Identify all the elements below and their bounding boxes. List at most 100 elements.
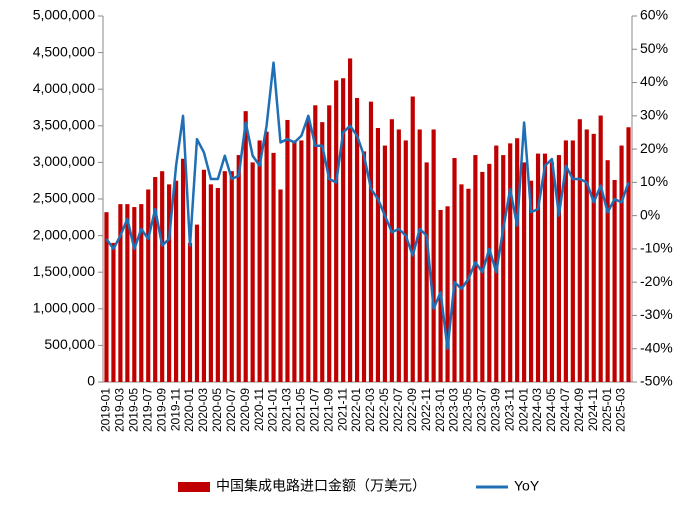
y-tick-label: 2,500,000 [33,190,95,206]
x-tick-label: 2024-09 [572,388,586,432]
bar [208,184,213,382]
bar [299,140,304,382]
x-tick-label: 2023-03 [447,388,461,432]
x-tick-label: 2024-05 [544,388,558,432]
bar [375,127,381,382]
bar [285,119,290,382]
x-tick-label: 2022-11 [419,388,433,431]
bar [153,177,158,382]
y-tick-label: 5,000,000 [33,7,95,23]
bar [563,140,568,382]
x-tick-label: 2021-09 [321,388,335,432]
bar [271,152,276,382]
bar [236,155,241,382]
bar [473,155,478,382]
bar [598,115,603,382]
x-tick-label: 2024-01 [516,388,530,432]
y-tick-label: 1,000,000 [33,300,95,316]
line [105,61,630,350]
y2-tick-label: 10% [640,173,668,189]
y-tick-label: 4,500,000 [33,43,95,59]
bar [139,204,144,382]
legend-swatch [178,482,210,492]
bar [410,96,415,383]
x-tick-label: 2021-05 [294,388,308,432]
bar [591,133,596,382]
y-tick-label: 4,000,000 [33,80,95,96]
bar [368,101,374,383]
y2-tick-label: 50% [640,40,668,56]
bar [605,160,610,382]
bar [201,169,207,382]
bar [403,140,408,382]
y2-tick-label: -20% [640,273,673,289]
x-tick-label: 2020-03 [196,388,210,432]
bar [570,140,575,382]
bar [528,180,534,382]
bar [348,58,353,383]
bar [417,129,422,382]
x-tick-label: 2020-11 [252,388,266,431]
legend-label: YoY [514,478,540,494]
x-tick-label: 2019-09 [154,388,168,432]
bar [626,127,631,382]
bar [515,138,520,382]
y2-tick-label: -30% [640,306,673,322]
legend-label: 中国集成电路进口金额（万美元） [216,478,426,494]
bar [487,163,492,382]
bar [173,180,179,382]
bar [431,129,436,382]
y2-tick-label: -50% [640,373,673,389]
x-tick-label: 2023-11 [502,388,516,431]
bar [424,162,429,382]
y-tick-label: 3,000,000 [33,153,95,169]
bar [556,155,562,382]
bar [466,188,471,382]
bar [278,189,283,382]
bar [250,162,255,382]
y2-tick-label: 30% [640,107,668,123]
bar [320,122,325,382]
bar [292,140,297,382]
x-tick-label: 2021-03 [280,388,294,432]
y-tick-label: 0 [87,373,95,389]
bar [132,207,137,382]
bar [501,155,506,382]
bar [167,184,172,382]
x-tick-label: 2025-03 [614,388,628,432]
x-tick-label: 2023-01 [433,388,447,432]
y2-tick-label: 20% [640,140,668,156]
bar [118,204,123,382]
x-tick-label: 2023-05 [461,388,475,432]
bar [264,131,269,382]
y2-tick-label: 60% [640,7,668,23]
bar [494,145,499,382]
x-tick-label: 2023-07 [475,388,489,432]
y2-tick-label: -10% [640,240,673,256]
bar [334,80,339,382]
bar [354,97,360,382]
x-tick-label: 2022-05 [377,388,391,432]
bar [180,158,186,382]
y2-tick-label: 0% [640,206,660,222]
x-tick-label: 2024-11 [586,388,600,431]
bar [619,145,624,382]
bar [396,129,401,382]
bar [243,111,248,382]
bar [327,105,332,382]
bar [382,145,387,382]
y-tick-label: 500,000 [44,336,95,352]
x-tick-label: 2021-07 [307,388,321,432]
bar [452,158,457,382]
x-tick-label: 2019-03 [113,388,127,432]
bar [612,179,617,382]
bar [341,78,346,382]
y2-tick-label: 40% [640,73,668,89]
x-tick-label: 2022-01 [349,388,363,432]
bar [257,140,262,382]
x-tick-label: 2020-07 [224,388,238,432]
x-tick-label: 2020-09 [238,388,252,432]
bar [125,204,130,382]
x-tick-label: 2020-01 [182,388,196,432]
